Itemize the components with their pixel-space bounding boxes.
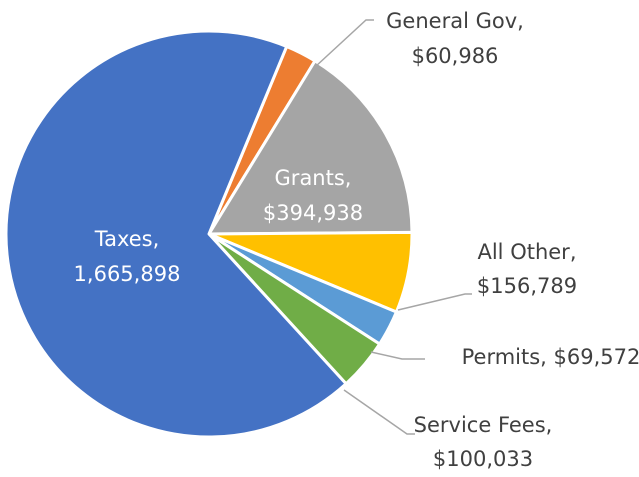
leader-line-service-fees [343, 389, 415, 435]
leader-line-all-other [397, 293, 472, 311]
data-labels: General Gov, $60,986 Grants, $394,938 All Ot… [74, 9, 639, 471]
pie-slice-taxes [4, 29, 348, 439]
pie-slices [4, 29, 414, 439]
data-label-general-gov: General Gov, $60,986 [386, 9, 524, 68]
leader-line-general-gov [314, 19, 374, 68]
data-label-taxes: Taxes, 1,665,898 [74, 227, 181, 286]
data-label-service-fees: Service Fees, $100,033 [414, 413, 553, 471]
data-label-all-other: All Other, $156,789 [477, 240, 577, 298]
data-label-grants: Grants, $394,938 [263, 166, 363, 225]
pie-slice-grants [207, 59, 414, 236]
data-label-permits: Permits, $69,572 [462, 345, 639, 369]
leader-lines [314, 19, 472, 435]
leader-line-permits [370, 351, 425, 360]
